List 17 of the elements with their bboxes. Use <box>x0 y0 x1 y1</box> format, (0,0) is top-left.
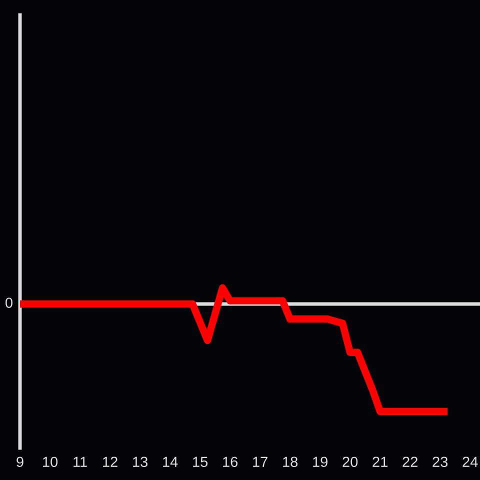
x-tick-label: 12 <box>103 456 118 467</box>
x-tick-label: 22 <box>402 456 418 467</box>
x-tick-label: 14 <box>163 456 178 467</box>
x-tick-label: 19 <box>313 456 328 468</box>
x-tick-label: 23 <box>432 456 448 468</box>
x-tick-label: 16 <box>223 456 238 468</box>
x-tick-label: 17 <box>253 456 268 467</box>
x-tick-label: 15 <box>193 456 208 468</box>
x-tick-label: 11 <box>74 456 87 467</box>
x-tick-label: 24 <box>462 456 478 467</box>
x-tick-label: 21 <box>372 456 388 467</box>
x-tick-label: 13 <box>133 456 148 468</box>
text: 0 <box>6 298 12 308</box>
x-tick-label: 18 <box>283 456 298 468</box>
x-tick-label: 10 <box>43 456 58 468</box>
x-tick-label: 20 <box>342 456 358 468</box>
x-tick-label: 9 <box>16 456 24 468</box>
